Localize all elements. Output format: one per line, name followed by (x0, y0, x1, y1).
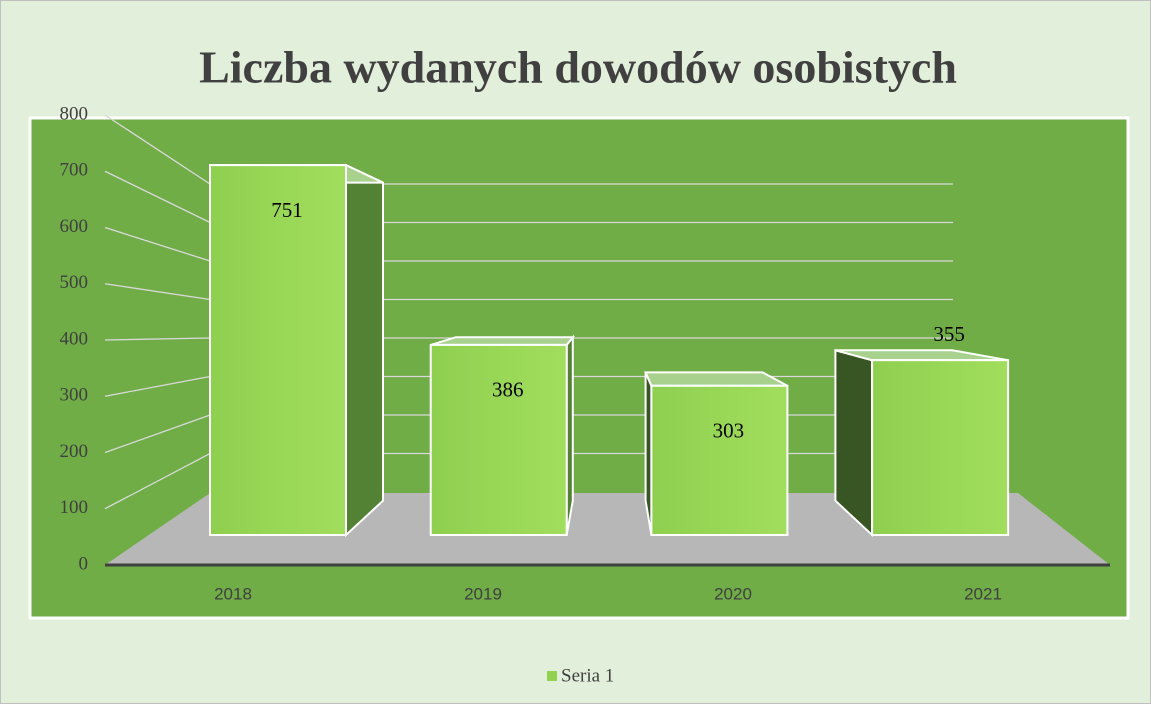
data-label: 386 (492, 378, 524, 402)
bar-top (644, 371, 788, 387)
data-label: 303 (713, 419, 745, 443)
y-tick-label: 700 (60, 160, 89, 181)
y-tick-label: 300 (60, 385, 89, 406)
bar (644, 371, 789, 536)
bar (834, 348, 1010, 538)
data-label: 355 (933, 322, 965, 346)
bar-front (650, 384, 789, 536)
bar-top (430, 336, 575, 346)
bar-front (429, 343, 568, 536)
y-tick-label: 0 (79, 553, 89, 574)
bar (209, 163, 384, 538)
bar-front (209, 164, 347, 536)
y-tick-label: 800 (60, 103, 89, 124)
x-tick-label: 2021 (964, 584, 1002, 603)
bar-side (345, 163, 384, 538)
y-tick-label: 400 (60, 328, 89, 349)
bar-front (871, 359, 1010, 536)
data-label: 751 (271, 198, 303, 222)
x-tick-label: 2020 (714, 584, 752, 603)
y-tick-label: 600 (60, 216, 89, 237)
legend-swatch (547, 671, 557, 681)
y-tick-label: 500 (60, 272, 89, 293)
x-tick-label: 2018 (214, 584, 252, 603)
x-tick-label: 2019 (464, 584, 502, 603)
legend-label: Seria 1 (561, 665, 614, 686)
y-tick-label: 100 (60, 497, 89, 518)
bar (429, 334, 575, 536)
y-tick-label: 200 (60, 441, 89, 462)
chart-title: Liczba wydanych dowodów osobistych (199, 42, 957, 93)
